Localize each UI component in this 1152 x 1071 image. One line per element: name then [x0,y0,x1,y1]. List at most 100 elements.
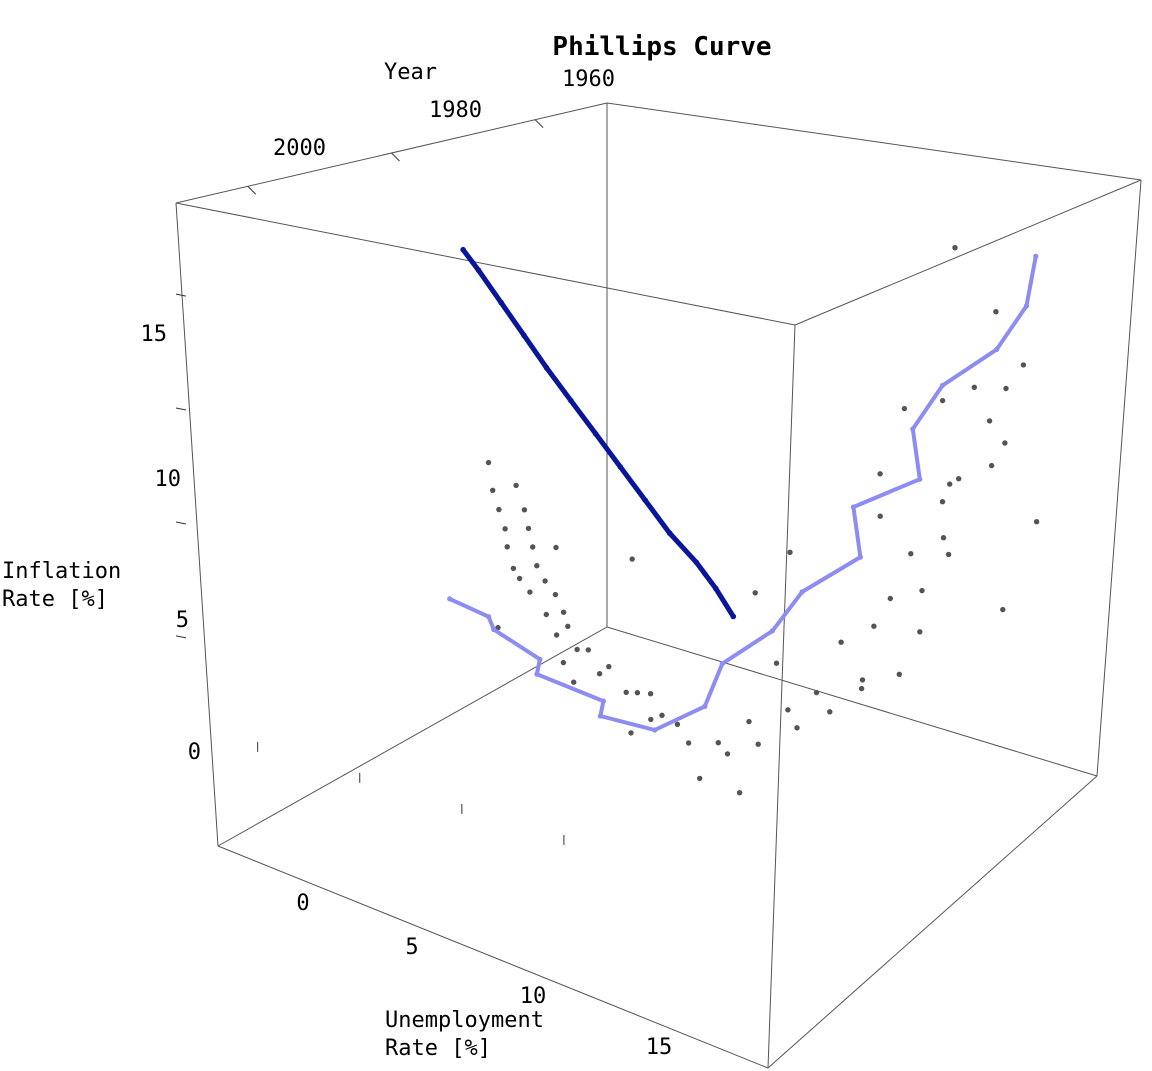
trend-point-8 [543,364,550,371]
observations-point-13 [887,595,893,602]
box-edge-bottom-front [217,845,769,1069]
chart-title: Phillips Curve [552,32,771,62]
box-edge-left-vertical [175,202,219,847]
observations-point-18 [859,677,866,683]
smoothed-path-point-6 [850,504,857,510]
observations-point-33 [596,671,603,677]
observations-point-16 [896,671,902,677]
smoothed-path-point-4 [910,426,916,432]
smoothed-path-point-0 [1033,253,1039,259]
observations-point-54 [513,482,519,489]
unemployment-axis-title-line1: Unemployment [385,1008,544,1033]
observations-point-55 [485,459,492,466]
box-edge-top-right [794,179,1142,326]
observations-point-41 [527,589,533,595]
observations-point-77 [495,624,501,631]
observations-point-32 [634,690,641,696]
observations-point-59 [901,405,908,412]
observations-point-21 [785,707,791,713]
inflation-tick-15: 15 [141,322,168,347]
smoothed-path-point-16 [537,656,543,662]
observations-point-61 [697,775,703,782]
smoothed-path-point-8 [799,589,805,595]
observations-point-63 [858,685,865,692]
observations-point-57 [1000,606,1006,613]
observations-point-50 [525,525,532,532]
observations-point-38 [565,623,571,629]
observations-point-37 [553,632,560,638]
inflation-axis-title-line1: Inflation [2,559,121,584]
unemployment-tick-5: 5 [405,935,418,960]
trend-point-3 [666,530,673,536]
observations-point-23 [746,718,752,725]
observations-point-24 [755,741,761,747]
unemployment-tick-15: 15 [646,1035,673,1060]
observations-point-60 [773,660,780,666]
box-edge-right-vertical [1096,179,1142,777]
observations-point-72 [877,471,883,477]
observations-point-76 [571,679,577,685]
observations-point-12 [919,587,925,594]
observations-point-39 [543,611,549,618]
observations-point-3 [971,384,977,390]
observations-point-43 [516,575,523,582]
smoothed-path-point-7 [857,554,864,560]
smoothed-path-point-17 [491,626,497,633]
observations-point-53 [490,487,496,493]
trend-point-4 [642,497,648,503]
observations-point-19 [813,689,820,696]
inflation-tick-5: 5 [176,608,189,633]
inflation-tick-0: 0 [188,740,201,765]
year-tick-mark-2000 [247,185,257,195]
inflation-tick-mark-5 [175,521,187,525]
observations-point-66 [629,556,635,562]
observations-point-4 [986,418,993,424]
smoothed-path-point-13 [597,713,604,719]
observations-point-5 [1002,440,1008,446]
observations-point-27 [674,721,681,727]
smoothed-path-point-19 [447,596,453,602]
smoothed-path-point-11 [702,703,708,710]
trend-point-10 [498,299,504,306]
trend-point-1 [713,585,719,592]
observations-point-67 [628,730,634,736]
trend-point-7 [568,397,574,404]
observations-point-44 [542,578,548,584]
trend-point-11 [475,267,482,274]
tick-marks [175,119,565,845]
unemployment-tick-0: 0 [296,891,309,916]
observations-point-11 [908,551,914,557]
smoothed-path-point-10 [719,661,725,667]
observations-point-26 [724,751,731,757]
smoothed-path-point-14 [600,698,607,704]
box-edge-back-1 [606,102,1142,181]
box-edge-front-vertical [767,324,796,1069]
inflation-tick-mark-15 [175,293,187,297]
bounding-box [175,102,1142,1069]
observations-point-69 [553,544,559,551]
observations-point-36 [585,647,591,653]
observations-point-71 [939,397,946,404]
observations-point-56 [1033,519,1040,525]
observations-point-10 [945,551,952,558]
observations-point-9 [940,535,947,541]
observations-point-20 [827,709,833,715]
observations-point-68 [560,659,567,666]
observations-point-47 [504,544,510,550]
year-tick-1980: 1980 [429,98,482,123]
trend-point-9 [521,332,527,338]
observations-point-48 [530,544,536,550]
box-edge-top-diagonal [175,202,796,326]
smoothed-path-point-3 [939,382,946,389]
observations-point-1 [1020,362,1027,368]
trend-point-6 [592,431,599,437]
observations-point-31 [623,689,629,695]
observations-point-25 [715,740,721,746]
observations-point-62 [877,513,883,519]
observations-point-14 [917,629,923,635]
observations-point-42 [552,591,559,598]
inflation-tick-mark-10 [175,407,187,411]
observations-point-64 [752,590,758,596]
smoothed-path-point-15 [534,671,540,677]
observations-point-34 [606,663,612,670]
